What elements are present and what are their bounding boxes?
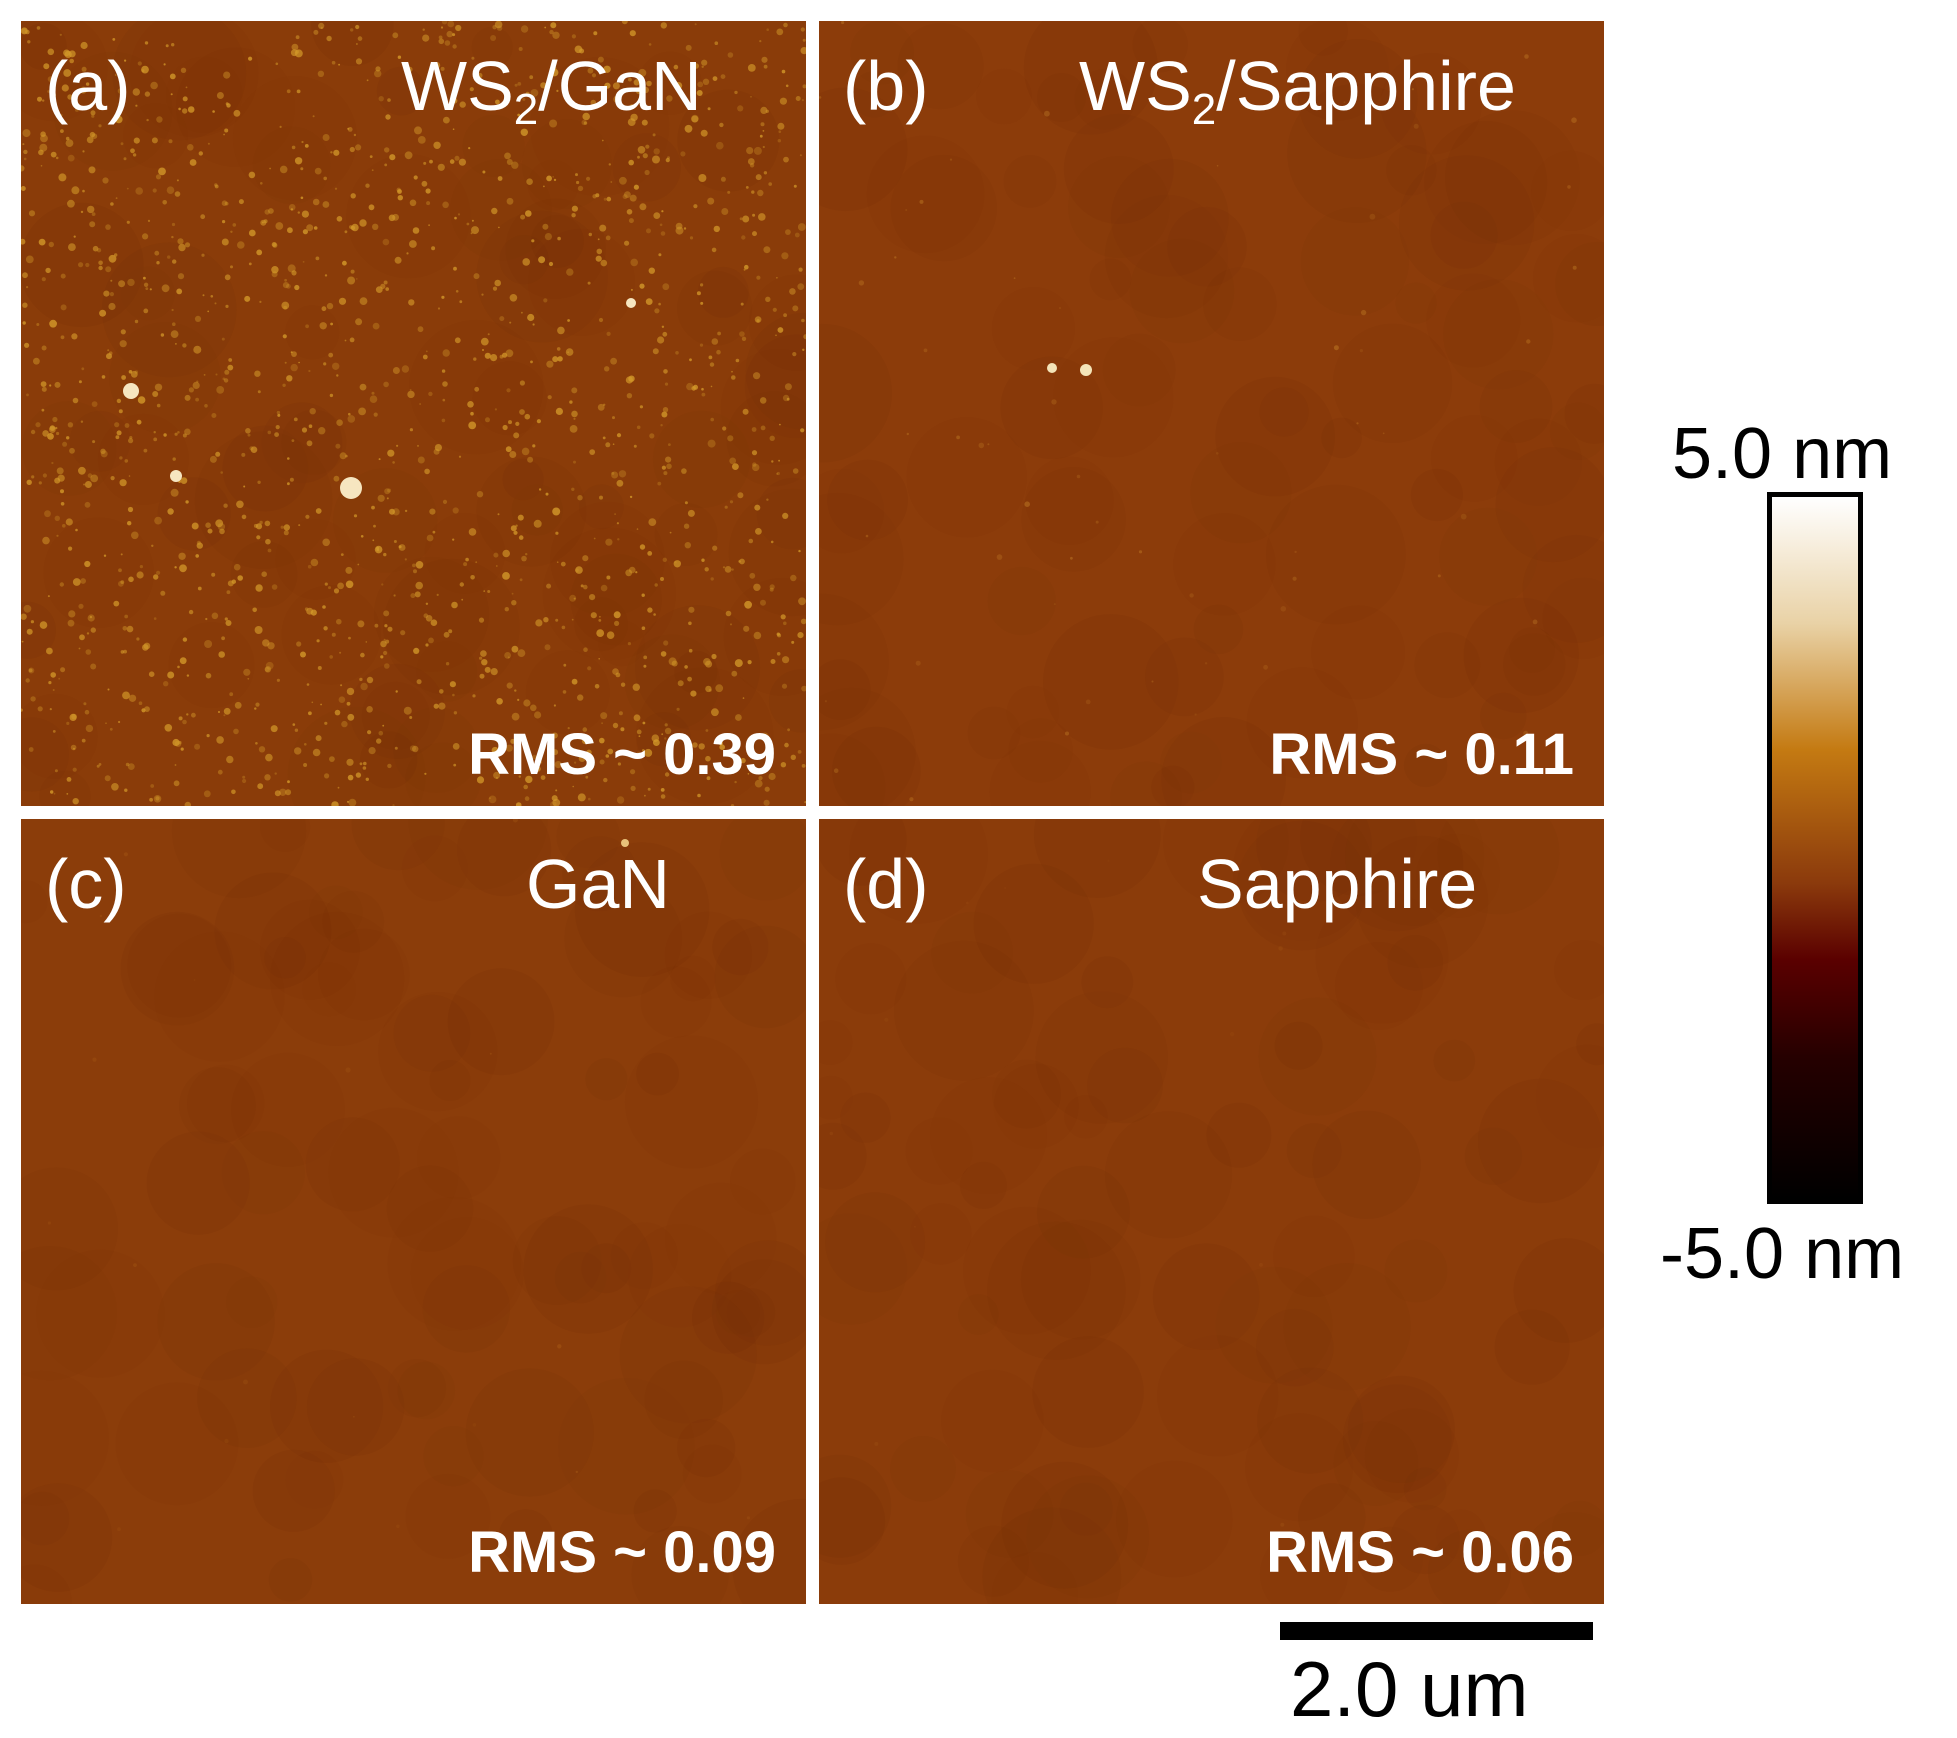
panel-label-b: (b) — [843, 47, 929, 125]
panel-title-b: WS2/Sapphire — [1079, 47, 1516, 134]
height-colorbar — [1767, 492, 1863, 1204]
colorbar-max-label: 5.0 nm — [1672, 414, 1893, 494]
panel-label-d: (d) — [843, 845, 929, 923]
scale-bar-label: 2.0 um — [1290, 1645, 1529, 1733]
afm-image-c — [21, 819, 806, 1604]
panel-label-a: (a) — [45, 47, 131, 125]
panel-title-a: WS2/GaN — [401, 47, 702, 134]
afm-panel-a: (a) WS2/GaN RMS ~ 0.39 — [21, 21, 806, 806]
afm-image-d — [819, 819, 1604, 1604]
rms-value-d: RMS ~ 0.06 — [1266, 1520, 1574, 1585]
afm-panel-d: (d) Sapphire RMS ~ 0.06 — [819, 819, 1604, 1604]
afm-panel-c: (c) GaN RMS ~ 0.09 — [21, 819, 806, 1604]
afm-panel-b: (b) WS2/Sapphire RMS ~ 0.11 — [819, 21, 1604, 806]
rms-value-b: RMS ~ 0.11 — [1269, 722, 1574, 787]
rms-value-c: RMS ~ 0.09 — [468, 1520, 776, 1585]
afm-image-a — [21, 21, 806, 806]
afm-image-b — [819, 21, 1604, 806]
colorbar-min-label: -5.0 nm — [1660, 1214, 1905, 1294]
scale-bar — [1280, 1622, 1593, 1640]
panel-title-c: GaN — [526, 845, 670, 923]
panel-title-d: Sapphire — [1197, 845, 1478, 923]
panel-label-c: (c) — [45, 845, 127, 923]
rms-value-a: RMS ~ 0.39 — [468, 722, 776, 787]
